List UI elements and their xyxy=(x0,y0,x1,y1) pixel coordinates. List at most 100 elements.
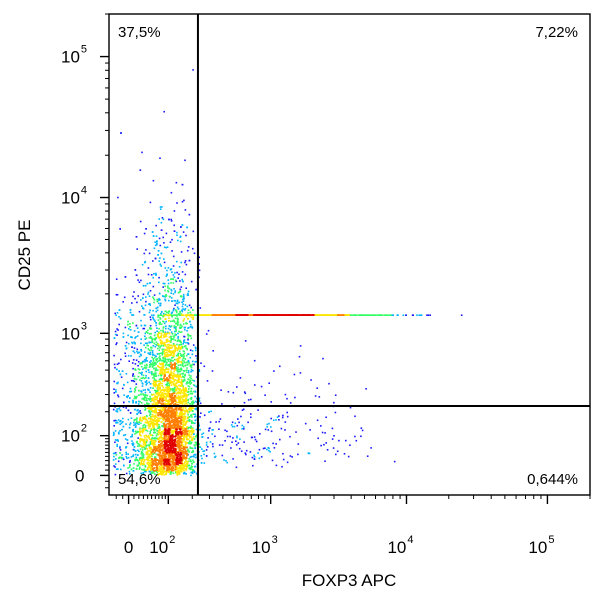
data-point xyxy=(224,440,226,442)
data-point xyxy=(115,391,117,393)
data-point xyxy=(145,445,147,448)
data-point xyxy=(238,447,241,450)
data-point xyxy=(182,293,185,296)
data-point xyxy=(184,326,187,329)
data-point xyxy=(175,393,178,395)
data-point xyxy=(122,301,124,303)
data-point xyxy=(334,394,337,396)
data-point xyxy=(185,468,187,470)
data-point xyxy=(142,297,144,299)
data-point xyxy=(174,466,177,469)
data-point xyxy=(188,406,191,409)
data-point xyxy=(160,367,163,369)
data-point xyxy=(161,400,163,403)
data-point xyxy=(170,288,173,291)
data-point xyxy=(164,457,167,460)
data-point xyxy=(151,366,154,368)
data-point xyxy=(187,312,189,314)
data-point xyxy=(176,466,178,469)
data-point xyxy=(179,407,181,409)
data-point xyxy=(159,429,161,431)
data-point xyxy=(116,439,119,441)
data-point xyxy=(335,453,337,456)
data-point xyxy=(177,367,179,369)
data-point xyxy=(200,462,203,464)
data-point xyxy=(165,360,167,363)
data-point xyxy=(155,307,157,310)
data-point xyxy=(181,384,183,386)
data-point xyxy=(162,236,164,239)
data-point xyxy=(178,412,181,415)
data-point xyxy=(149,351,152,354)
data-point xyxy=(179,295,182,298)
data-point xyxy=(126,442,129,445)
data-point xyxy=(361,429,364,432)
data-point xyxy=(161,468,164,470)
data-point xyxy=(186,457,188,459)
data-point xyxy=(167,279,170,281)
data-point xyxy=(184,410,186,413)
data-point xyxy=(179,465,181,468)
data-point xyxy=(179,240,182,243)
data-point xyxy=(330,314,332,316)
data-point xyxy=(171,372,173,374)
data-point xyxy=(144,338,147,340)
data-point xyxy=(156,425,159,427)
data-point xyxy=(166,390,169,393)
data-point xyxy=(389,314,391,316)
data-point xyxy=(178,356,180,358)
data-point xyxy=(160,265,162,267)
data-point xyxy=(183,413,185,415)
data-point xyxy=(162,286,164,288)
data-point xyxy=(189,468,192,471)
data-point xyxy=(289,435,291,438)
data-point xyxy=(181,309,183,312)
data-point xyxy=(159,382,162,384)
data-point xyxy=(148,414,151,417)
data-point xyxy=(191,451,193,454)
data-point xyxy=(156,330,158,332)
data-point xyxy=(160,334,163,337)
data-point xyxy=(163,474,166,476)
data-point xyxy=(182,420,185,422)
data-point xyxy=(113,363,116,366)
data-point xyxy=(128,400,130,403)
data-point xyxy=(165,275,168,277)
data-point xyxy=(147,466,149,469)
data-point xyxy=(145,346,147,349)
data-point xyxy=(314,314,316,316)
data-point xyxy=(165,438,167,440)
data-point xyxy=(118,407,120,410)
data-point xyxy=(147,369,150,371)
data-point xyxy=(160,229,163,231)
data-point xyxy=(190,368,193,371)
data-point xyxy=(218,428,220,430)
data-point xyxy=(118,316,120,318)
data-point xyxy=(151,397,154,400)
data-point xyxy=(191,439,194,441)
data-point xyxy=(155,310,157,313)
data-point xyxy=(194,444,196,447)
data-point xyxy=(167,289,169,292)
data-point xyxy=(187,465,189,467)
data-point xyxy=(169,329,171,331)
data-point xyxy=(161,359,164,362)
data-point xyxy=(191,447,193,449)
data-point xyxy=(186,226,188,229)
data-point xyxy=(136,350,138,353)
data-point xyxy=(134,395,136,398)
data-point xyxy=(113,392,116,394)
data-point xyxy=(190,381,193,384)
data-point xyxy=(169,457,172,460)
data-point xyxy=(191,350,194,352)
data-point xyxy=(159,336,162,338)
data-point xyxy=(152,296,154,298)
data-point xyxy=(183,434,185,436)
data-point xyxy=(163,110,165,113)
data-point xyxy=(185,460,187,462)
data-point xyxy=(163,390,166,393)
data-point xyxy=(181,465,184,467)
data-point xyxy=(132,367,134,370)
data-point xyxy=(175,470,177,473)
data-point xyxy=(159,263,162,266)
